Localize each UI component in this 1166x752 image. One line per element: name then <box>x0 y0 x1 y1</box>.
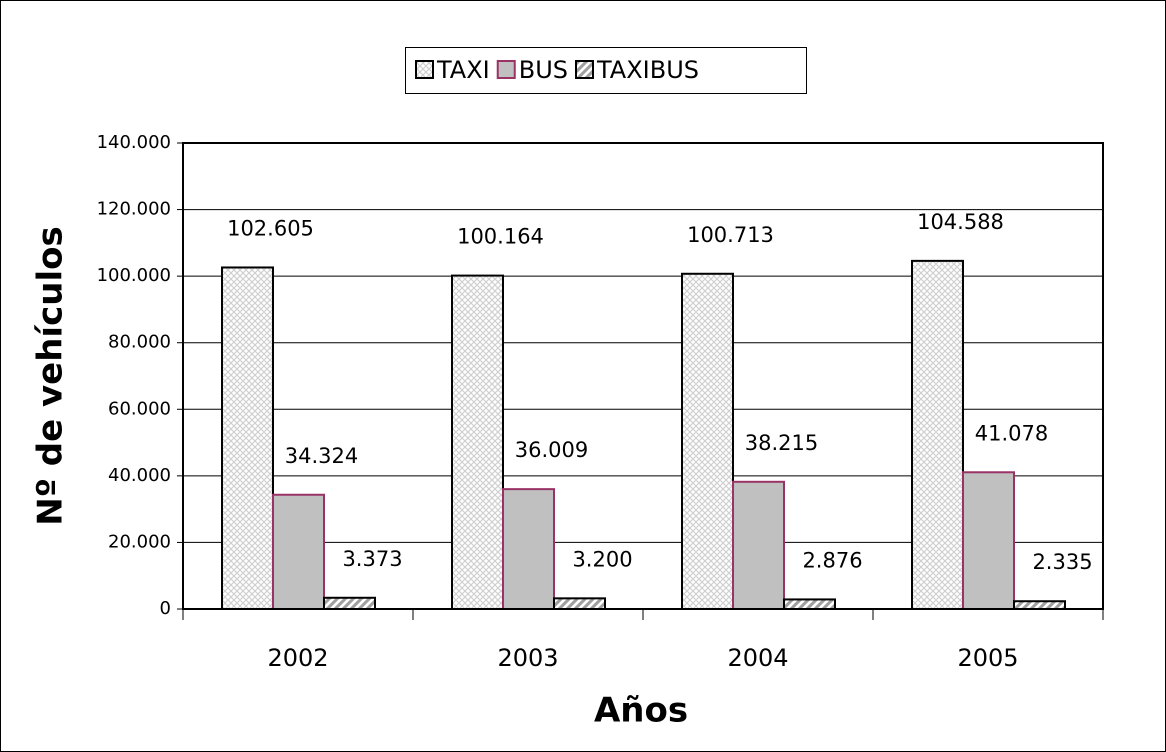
bar <box>1013 600 1066 610</box>
value-label: 100.713 <box>687 223 774 247</box>
x-tick-label: 2004 <box>727 644 788 672</box>
y-tick-label: 100.000 <box>97 265 171 286</box>
legend-label: BUS <box>519 56 568 84</box>
legend-label: TAXI <box>436 56 490 84</box>
value-label: 104.588 <box>917 210 1004 234</box>
value-label: 2.876 <box>802 548 862 572</box>
value-label: 34.324 <box>285 444 358 468</box>
x-tick-label: 2005 <box>957 644 1018 672</box>
y-tick-label: 140.000 <box>97 132 171 153</box>
legend-swatch <box>496 60 516 79</box>
y-tick-label: 0 <box>160 598 171 619</box>
value-label: 36.009 <box>515 438 588 462</box>
legend-label: TAXIBUS <box>596 56 699 84</box>
bar <box>681 272 734 610</box>
x-tick-label: 2002 <box>267 644 328 672</box>
bar <box>323 596 376 610</box>
bar <box>272 493 325 611</box>
bar <box>962 471 1015 611</box>
value-label: 102.605 <box>227 216 314 240</box>
bar <box>783 598 836 610</box>
y-tick-label: 80.000 <box>108 332 171 353</box>
y-tick-label: 40.000 <box>108 465 171 486</box>
x-axis-title: Años <box>594 691 688 731</box>
value-label: 2.335 <box>1032 550 1092 574</box>
legend-swatch <box>575 60 594 79</box>
x-tick-label: 2003 <box>497 644 558 672</box>
y-tick-label: 60.000 <box>108 398 171 419</box>
value-label: 100.164 <box>457 225 544 249</box>
bar <box>221 266 274 610</box>
bar <box>553 597 606 610</box>
bar <box>732 480 785 610</box>
y-tick-label: 120.000 <box>97 199 171 220</box>
legend-box <box>405 47 807 94</box>
bar <box>502 488 555 611</box>
value-label: 3.200 <box>572 547 632 571</box>
bar <box>911 259 964 610</box>
legend-swatch <box>415 60 434 79</box>
y-tick-label: 20.000 <box>108 531 171 552</box>
value-label: 3.373 <box>342 547 402 571</box>
bar <box>451 274 504 610</box>
y-axis-title: Nº de vehículos <box>31 226 71 525</box>
value-label: 41.078 <box>975 421 1048 445</box>
value-label: 38.215 <box>745 431 818 455</box>
